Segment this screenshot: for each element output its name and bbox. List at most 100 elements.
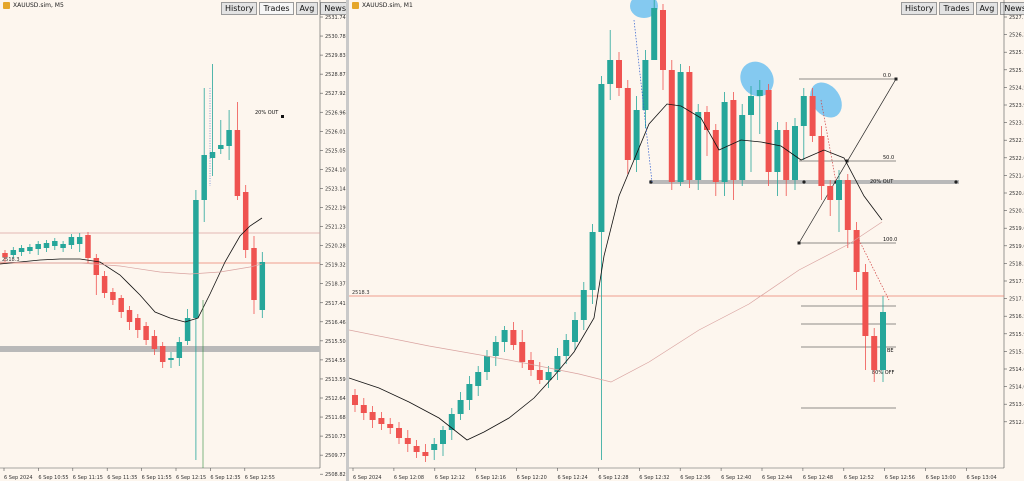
tab-history[interactable]: History bbox=[901, 2, 938, 15]
candle-body bbox=[448, 414, 455, 430]
candle-body bbox=[492, 342, 499, 356]
tab-avg[interactable]: Avg bbox=[295, 2, 319, 15]
candle-body bbox=[668, 70, 675, 182]
candle-body bbox=[2, 253, 8, 257]
candle-body bbox=[218, 145, 224, 149]
chart-divider[interactable] bbox=[346, 0, 349, 481]
candle-body bbox=[721, 102, 728, 182]
candle-body bbox=[184, 318, 191, 341]
y-tick-label: 2514.0 bbox=[1009, 385, 1024, 391]
y-tick-label: 2517.418 bbox=[325, 301, 346, 307]
tab-trades[interactable]: Trades bbox=[939, 2, 974, 15]
x-tick-label: 6 Sep 12:55 bbox=[245, 475, 275, 481]
candle-body bbox=[484, 356, 490, 372]
chart-window-m5[interactable]: XAUUSD.sim, M5 History Trades Avg News 2… bbox=[0, 0, 346, 481]
y-tick-label: 2528.878 bbox=[325, 72, 346, 78]
tab-news[interactable]: News bbox=[320, 2, 346, 15]
y-tick-label: 2524.103 bbox=[325, 167, 346, 173]
y-tick-label: 2508.823 bbox=[325, 472, 346, 478]
candle-body bbox=[809, 96, 816, 136]
candle-body bbox=[800, 96, 807, 126]
candle-body bbox=[396, 428, 402, 438]
candle-body bbox=[93, 258, 100, 275]
fib-handle bbox=[894, 77, 898, 81]
chart-tabs: History Trades Avg News bbox=[221, 2, 346, 15]
x-tick-label: 6 Sep 11:55 bbox=[142, 475, 172, 481]
x-tick-label: 6 Sep 12:08 bbox=[394, 475, 424, 481]
candle-body bbox=[76, 237, 83, 244]
y-tick-label: 2518.373 bbox=[325, 282, 346, 288]
candle-body bbox=[624, 88, 631, 160]
trade-connector bbox=[820, 99, 837, 183]
fib-level-label: 100.0 bbox=[883, 237, 897, 243]
trade-connector bbox=[858, 239, 890, 301]
candle-body bbox=[68, 237, 75, 245]
candle-body bbox=[844, 180, 851, 230]
candle-body bbox=[519, 342, 526, 362]
candle-body bbox=[440, 430, 446, 444]
candle-body bbox=[193, 200, 199, 318]
y-tick-label: 2521.238 bbox=[325, 225, 346, 231]
candle-body bbox=[836, 180, 842, 200]
x-tick-label: 6 Sep 12:28 bbox=[598, 475, 628, 481]
candle-body bbox=[510, 330, 517, 345]
candle-body bbox=[853, 230, 860, 272]
candle-body bbox=[10, 250, 17, 255]
candle-body bbox=[792, 126, 798, 180]
y-tick-label: 2511.688 bbox=[325, 415, 346, 421]
chart-window-m1[interactable]: XAUUSD.sim, M1 History Trades Avg News 2… bbox=[349, 0, 1024, 481]
trade-label: 20% OUT bbox=[255, 110, 279, 116]
y-tick-label: 2525.058 bbox=[325, 148, 346, 154]
tab-news[interactable]: News bbox=[1000, 2, 1024, 15]
x-tick-label: 6 Sep 12:15 bbox=[176, 475, 206, 481]
candle-body bbox=[704, 112, 710, 130]
y-tick-label: 2518.3 bbox=[1009, 261, 1024, 267]
candle-body bbox=[756, 90, 763, 96]
candle-body bbox=[404, 438, 411, 444]
candle-body bbox=[598, 84, 605, 232]
candle-body bbox=[234, 130, 241, 196]
ma-slow-line bbox=[349, 221, 883, 383]
y-tick-label: 2522.7 bbox=[1009, 138, 1024, 144]
candle-body bbox=[457, 400, 464, 414]
highlight-ellipse bbox=[740, 61, 774, 97]
candle-body bbox=[35, 244, 41, 249]
ma-fast-line bbox=[0, 217, 263, 323]
y-tick-label: 2515.9 bbox=[1009, 332, 1024, 338]
y-tick-label: 2516.463 bbox=[325, 320, 346, 326]
candle-body bbox=[135, 318, 141, 330]
y-tick-label: 2525.1 bbox=[1009, 68, 1024, 74]
y-tick-label: 2527.1 bbox=[1009, 15, 1024, 21]
x-tick-label: 6 Sep 12:52 bbox=[844, 475, 874, 481]
candle-body bbox=[536, 370, 543, 380]
y-tick-label: 2510.733 bbox=[325, 434, 346, 440]
candlestick-plot[interactable]: 2531.743 2530.788 2529.833 2528.878 2527.923… bbox=[0, 0, 346, 481]
trade-marker bbox=[802, 180, 806, 184]
x-tick-label: 6 Sep 12:48 bbox=[803, 475, 833, 481]
candle-body bbox=[431, 444, 438, 450]
ma-fast-line bbox=[349, 103, 883, 441]
tab-trades[interactable]: Trades bbox=[259, 2, 294, 15]
candle-body bbox=[159, 346, 166, 362]
candle-body bbox=[748, 96, 754, 115]
y-tick-label: 2515.3 bbox=[1009, 349, 1024, 355]
candle-body bbox=[695, 112, 702, 180]
candle-body bbox=[422, 452, 429, 456]
trade-connector bbox=[633, 19, 653, 183]
chart-app-icon bbox=[352, 2, 359, 9]
y-tick-label: 2513.598 bbox=[325, 377, 346, 383]
x-tick-label: 6 Sep 12:35 bbox=[210, 475, 240, 481]
candle-body bbox=[871, 336, 878, 370]
y-tick-label: 2522.0 bbox=[1009, 156, 1024, 162]
candlestick-plot[interactable]: 2527.1 2526.3 2525.7 2525.1 2524.5 2523.9 2523… bbox=[349, 0, 1024, 481]
chart-symbol: XAUUSD.sim, M5 bbox=[13, 2, 64, 9]
candle-body bbox=[27, 247, 33, 251]
candle-body bbox=[360, 405, 367, 413]
candle-body bbox=[242, 192, 249, 250]
tab-avg[interactable]: Avg bbox=[975, 2, 999, 15]
y-tick-label: 2524.5 bbox=[1009, 85, 1024, 91]
candle-body bbox=[60, 244, 66, 248]
tab-history[interactable]: History bbox=[221, 2, 258, 15]
x-tick-label: 6 Sep 12:36 bbox=[680, 475, 710, 481]
